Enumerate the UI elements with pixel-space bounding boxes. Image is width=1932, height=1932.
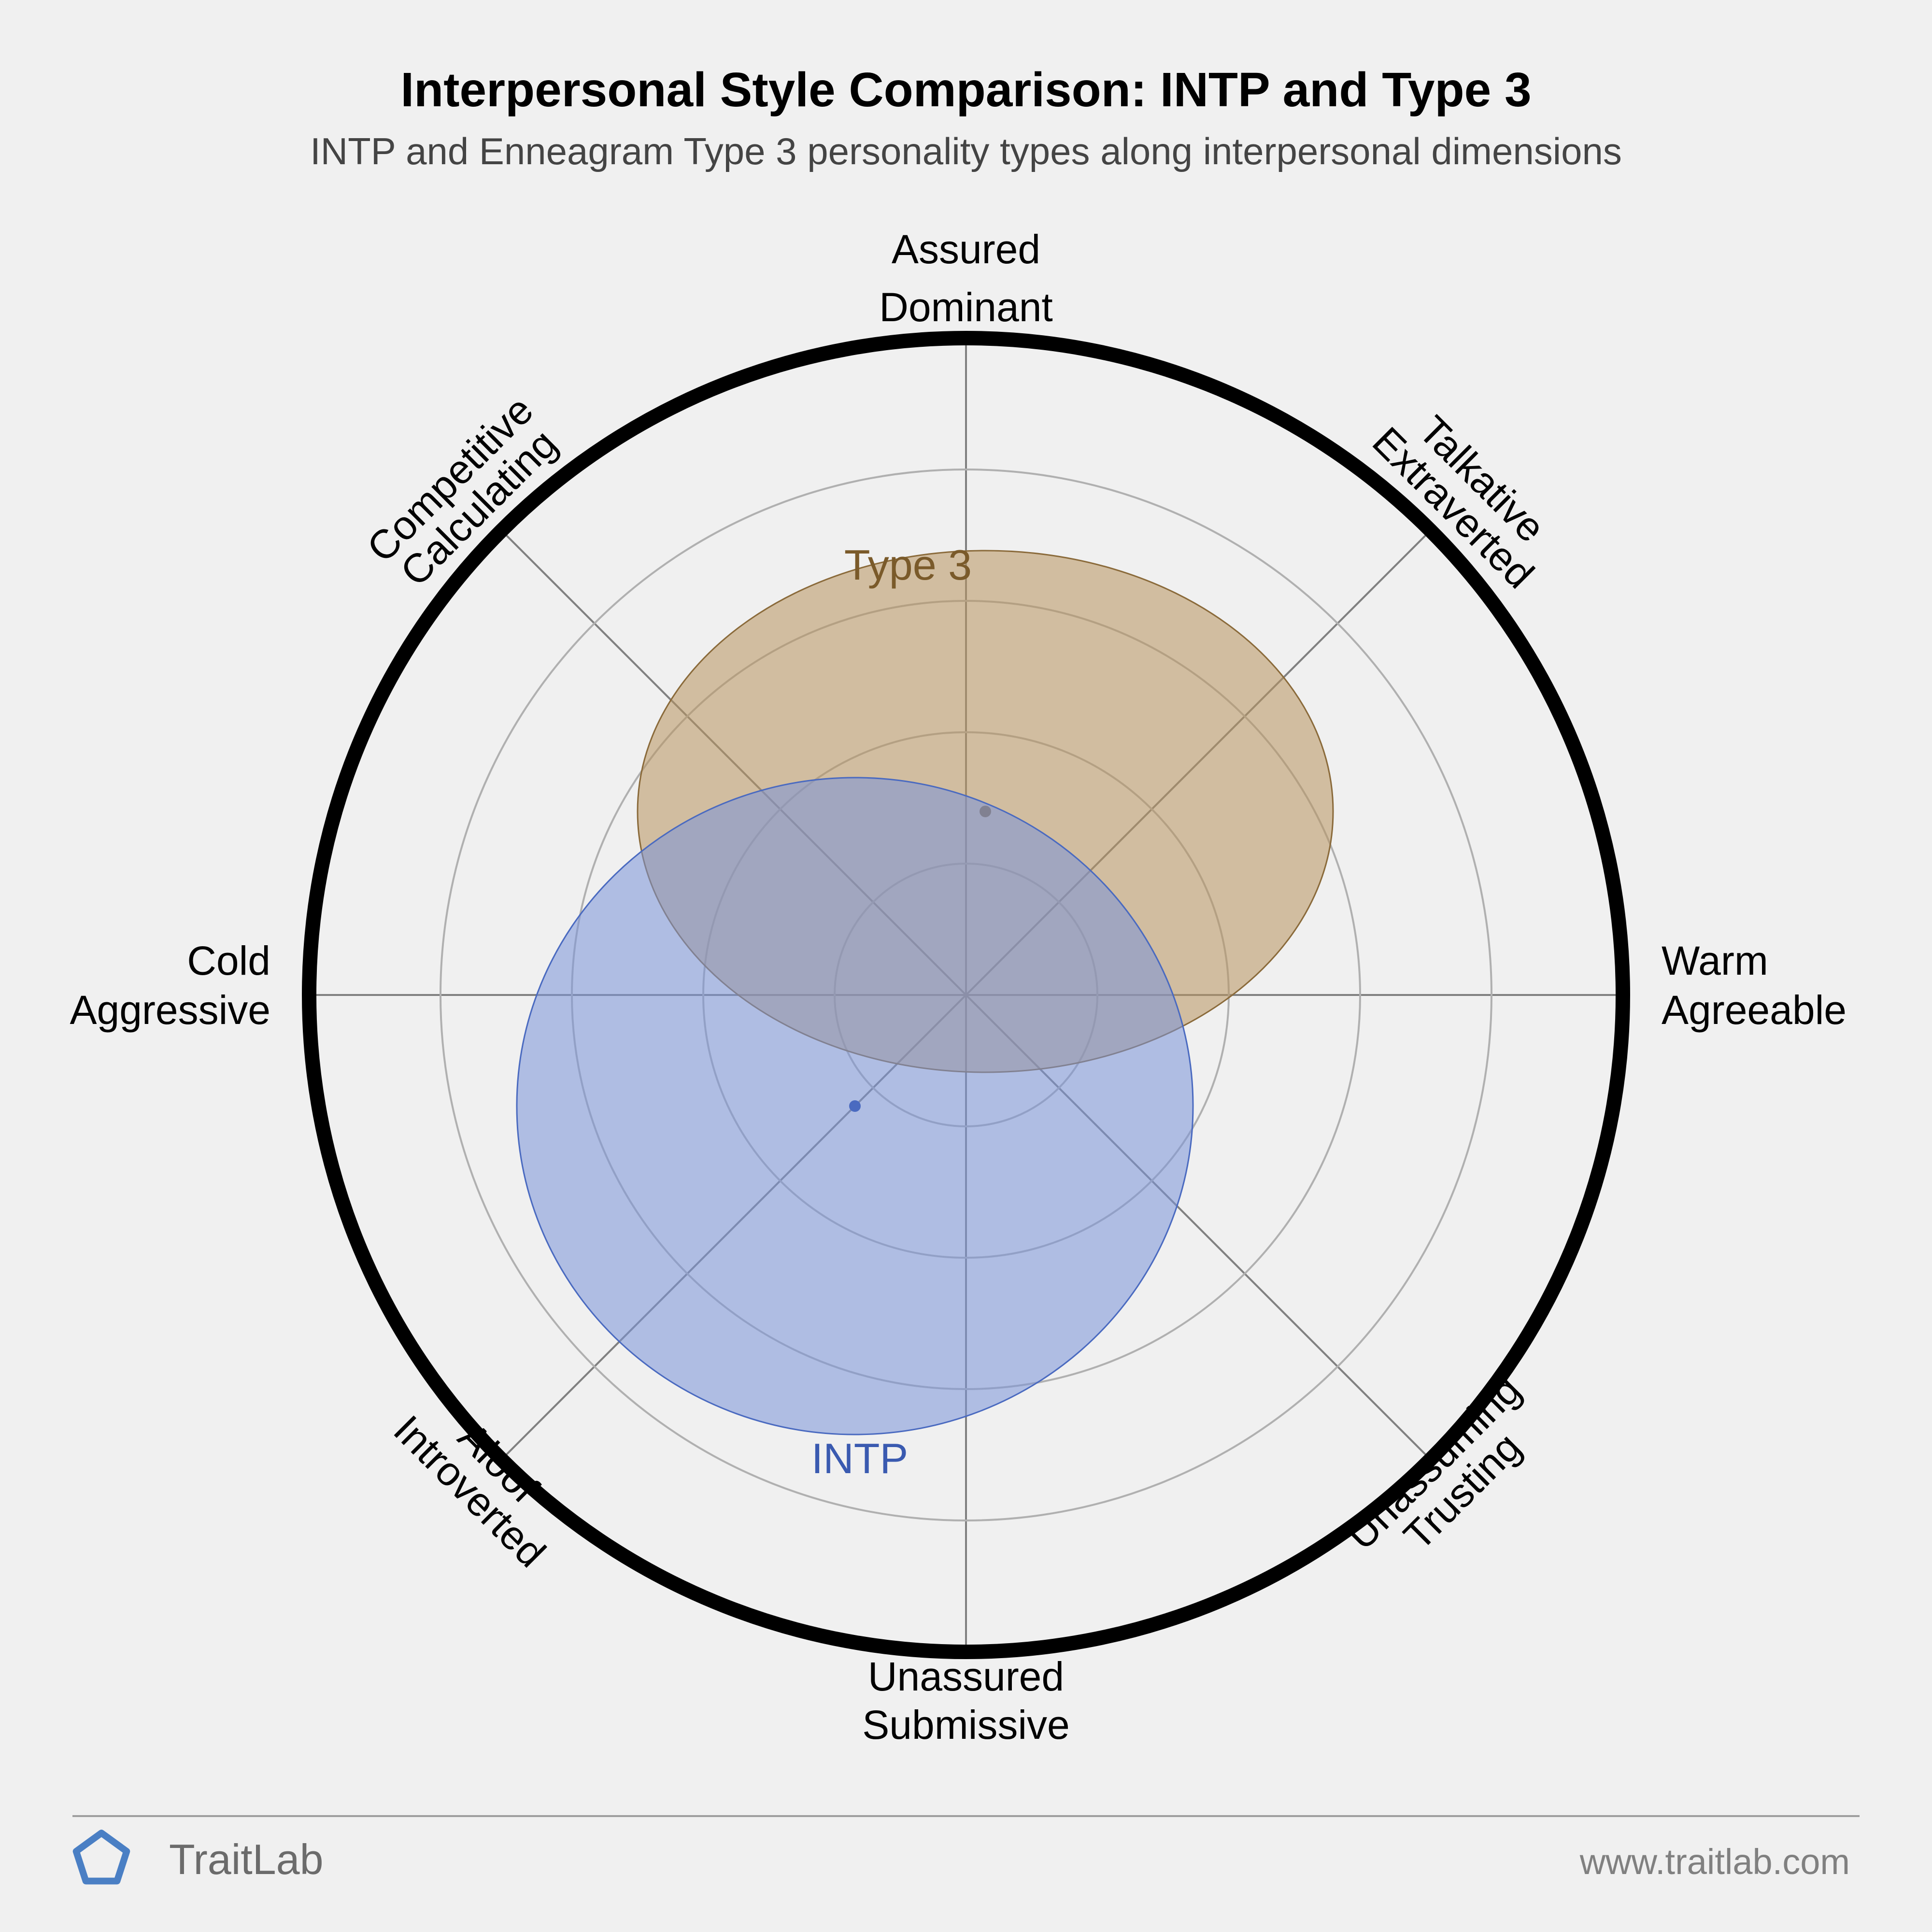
- axis-label-inner: Warm: [1662, 938, 1768, 983]
- series-center-dot: [849, 1100, 861, 1112]
- axis-label-inner: Cold: [187, 938, 270, 983]
- logo-text: TraitLab: [169, 1835, 324, 1883]
- circumplex-chart: Interpersonal Style Comparison: INTP and…: [0, 0, 1932, 1932]
- axis-label-outer: Submissive: [862, 1702, 1069, 1747]
- series-label: Type 3: [844, 541, 972, 589]
- footer-url: www.traitlab.com: [1579, 1842, 1850, 1882]
- axis-label-inner: Assured: [892, 227, 1040, 272]
- page: Interpersonal Style Comparison: INTP and…: [0, 0, 1932, 1932]
- axis-label-outer: Agreeable: [1662, 987, 1847, 1033]
- axis-label-outer: Aggressive: [70, 987, 270, 1033]
- series-label: INTP: [811, 1435, 908, 1482]
- chart-subtitle: INTP and Enneagram Type 3 personality ty…: [310, 130, 1622, 172]
- chart-title: Interpersonal Style Comparison: INTP and…: [400, 63, 1531, 117]
- axis-label-inner: Unassured: [868, 1654, 1064, 1699]
- axis-label-outer: Dominant: [879, 284, 1053, 330]
